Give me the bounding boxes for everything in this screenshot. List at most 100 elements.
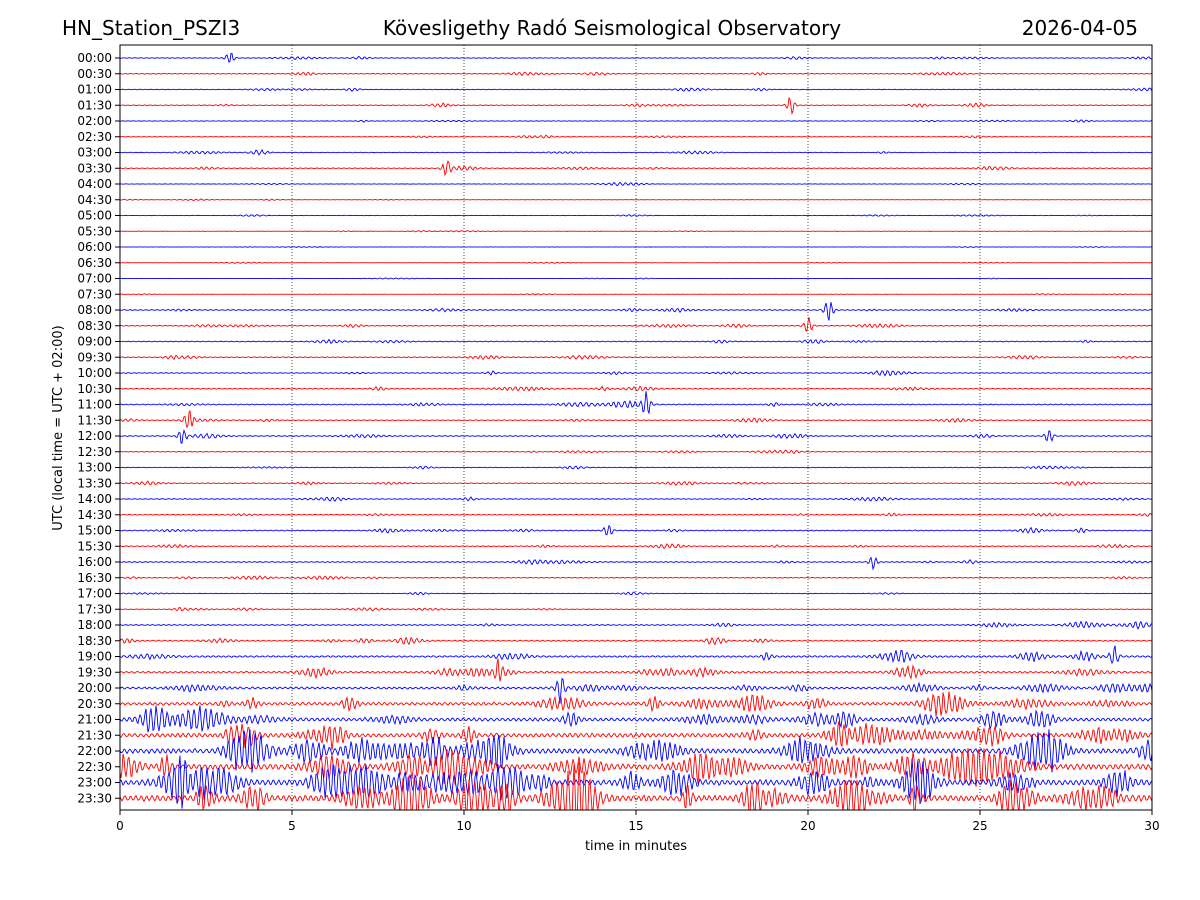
trace-row-1030 [120,385,1152,392]
x-tick-label: 0 [116,819,124,833]
trace-row-0600 [120,246,1152,248]
row-label: 22:00 [77,744,112,758]
row-label: 07:30 [77,287,112,301]
row-label: 19:30 [77,665,112,679]
row-label: 18:00 [77,618,112,632]
trace-row-0730 [120,292,1152,296]
row-label: 05:30 [77,224,112,238]
date-title: 2026-04-05 [1022,16,1138,40]
trace-row-1330 [120,480,1152,487]
row-label: 08:30 [77,319,112,333]
row-label: 21:00 [77,713,112,727]
row-label: 09:00 [77,335,112,349]
row-label: 21:30 [77,728,112,742]
row-label: 13:00 [77,461,112,475]
trace-row-0830 [120,317,1152,332]
trace-row-2330 [120,762,1152,810]
row-label: 02:00 [77,114,112,128]
trace-row-1230 [120,449,1152,455]
trace-row-1730 [120,607,1152,612]
row-label: 18:30 [77,634,112,648]
row-label: 12:00 [77,429,112,443]
trace-row-0330 [120,159,1152,177]
row-label: 22:30 [77,760,112,774]
row-label: 08:00 [77,303,112,317]
row-label: 00:00 [77,51,112,65]
trace-row-2100 [120,705,1152,733]
trace-row-1530 [120,543,1152,550]
trace-row-0530 [120,230,1152,233]
row-label: 04:00 [77,177,112,191]
trace-row-1430 [120,512,1152,517]
trace-row-0100 [120,87,1152,93]
trace-row-1600 [120,556,1152,571]
trace-row-2200 [120,729,1152,773]
row-label: 23:30 [77,791,112,805]
trace-row-2030 [120,691,1152,717]
trace-row-1830 [120,636,1152,646]
trace-row-2230 [120,747,1152,787]
trace-row-0300 [120,148,1152,156]
trace-row-2130 [120,721,1152,751]
trace-row-0700 [120,277,1152,280]
row-label: 19:00 [77,650,112,664]
trace-row-1130 [120,410,1152,429]
row-label: 01:00 [77,83,112,97]
trace-row-0130 [120,97,1152,116]
trace-row-0000 [120,52,1152,64]
trace-row-0030 [120,71,1152,77]
row-label: 11:00 [77,398,112,412]
row-label: 01:30 [77,98,112,112]
row-label: 13:30 [77,476,112,490]
row-label: 06:30 [77,256,112,270]
row-label: 17:30 [77,602,112,616]
row-label: 05:00 [77,209,112,223]
trace-row-0200 [120,119,1152,123]
trace-row-0930 [120,354,1152,361]
station-title: HN_Station_PSZI3 [62,16,240,40]
trace-row-1900 [120,645,1152,665]
trace-row-0630 [120,261,1152,264]
trace-row-1630 [120,575,1152,581]
row-label: 12:30 [77,445,112,459]
row-label: 02:30 [77,130,112,144]
seismogram-traces [120,52,1152,810]
x-axis-ticks: 0 5 10 15 20 25 30 [116,810,1160,833]
x-axis-label: time in minutes [585,839,687,854]
trace-row-2300 [120,755,1152,809]
x-tick-label: 20 [800,819,815,833]
row-label: 03:30 [77,161,112,175]
trace-row-1930 [120,658,1152,682]
trace-row-0230 [120,134,1152,139]
row-label: 06:00 [77,240,112,254]
trace-row-0800 [120,302,1152,321]
trace-row-1400 [120,496,1152,502]
row-label: 20:30 [77,697,112,711]
row-label: 14:00 [77,492,112,506]
trace-row-1700 [120,591,1152,596]
trace-row-0400 [120,181,1152,187]
trace-row-1100 [120,391,1152,415]
row-label: 10:00 [77,366,112,380]
row-label: 15:30 [77,539,112,553]
trace-row-1800 [120,620,1152,630]
row-label: 14:30 [77,508,112,522]
row-label: 04:30 [77,193,112,207]
row-label: 15:00 [77,524,112,538]
row-label: 09:30 [77,350,112,364]
row-label: 07:00 [77,272,112,286]
observatory-title: Kövesligethy Radó Seismological Observat… [383,16,841,40]
row-label: 16:30 [77,571,112,585]
trace-row-1500 [120,524,1152,536]
trace-row-2000 [120,677,1152,704]
trace-row-1200 [120,429,1152,444]
row-label: 23:00 [77,776,112,790]
row-label: 20:00 [77,681,112,695]
x-tick-label: 5 [288,819,296,833]
trace-row-1000 [120,369,1152,377]
trace-row-1300 [120,465,1152,470]
row-label: 03:00 [77,146,112,160]
y-axis-label: UTC (local time = UTC + 02:00) [51,325,66,530]
